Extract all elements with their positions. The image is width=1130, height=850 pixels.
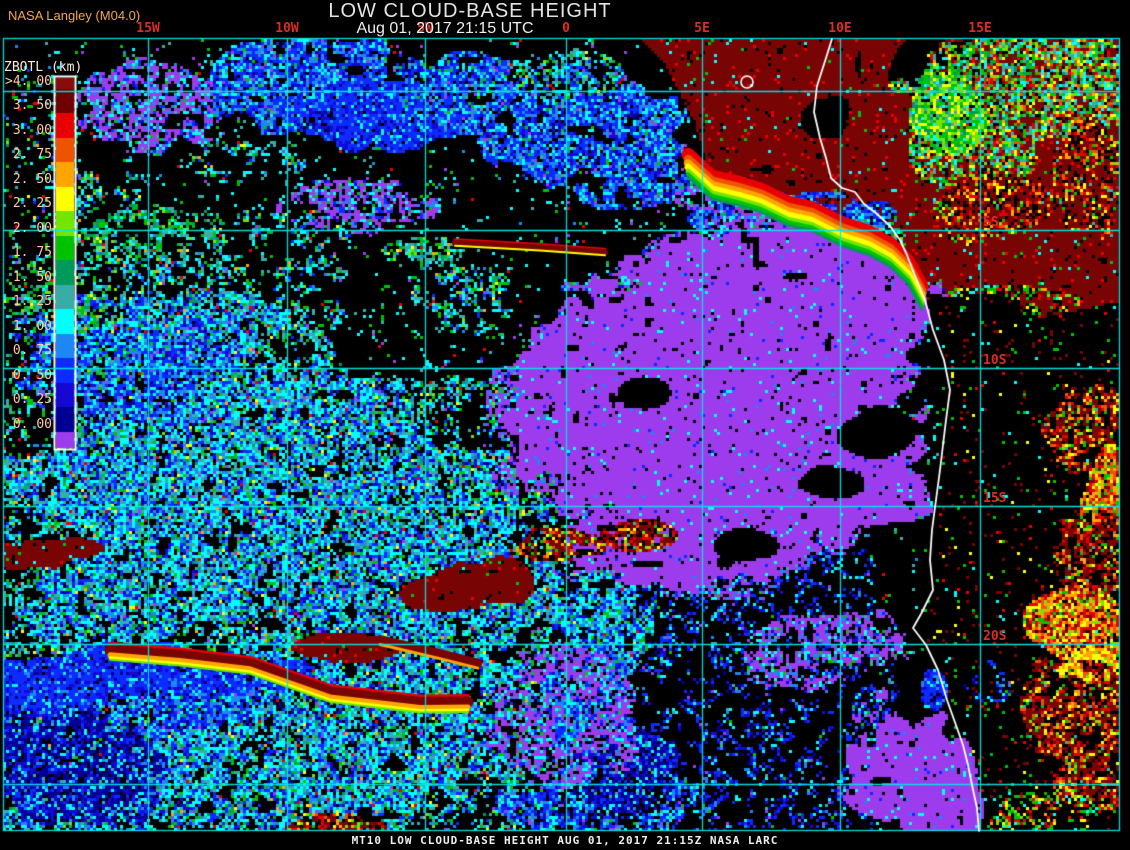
legend-value-label: 0. 25 <box>12 392 52 407</box>
legend-value-label: 1. 50 <box>12 270 52 285</box>
legend-value-label: 2. 50 <box>12 172 52 187</box>
lon-label-10E: 10E <box>828 21 852 36</box>
legend-value-label: 1. 00 <box>12 319 52 334</box>
legend-value-label: 3. 00 <box>12 123 52 138</box>
legend-value-label: 0. 75 <box>12 343 52 358</box>
legend-value-label: >4. 00 <box>5 74 52 89</box>
nasa-langley-credit: NASA Langley (M04.0) <box>8 8 141 23</box>
lat-label-15S: 15S <box>983 491 1007 506</box>
lon-label-5E: 5E <box>694 21 710 36</box>
lon-label-15W: 15W <box>136 21 160 36</box>
lon-label-15E: 15E <box>968 21 992 36</box>
legend-value-label: 0. 00 <box>12 417 52 432</box>
legend-value-label: 2. 00 <box>12 221 52 236</box>
product-title: LOW CLOUD-BASE HEIGHT <box>328 0 612 22</box>
footer-caption: MT10 LOW CLOUD-BASE HEIGHT AUG 01, 2017 … <box>351 834 779 847</box>
lon-label-0: 0 <box>562 21 570 36</box>
lat-label-10S: 10S <box>983 353 1007 368</box>
lon-label-5W: 5W <box>417 21 433 36</box>
product-timestamp: Aug 01, 2017 21:15 UTC <box>356 20 534 37</box>
lon-label-10W: 10W <box>275 21 299 36</box>
legend-value-label: 3. 50 <box>12 98 52 113</box>
legend-value-label: 2. 75 <box>12 147 52 162</box>
lat-label-5S: 5S <box>983 215 999 230</box>
legend-value-label: 1. 25 <box>12 294 52 309</box>
legend-value-label: 2. 25 <box>12 196 52 211</box>
legend-title: ZBOTL (km) <box>4 60 83 75</box>
legend-value-label: 1. 75 <box>12 245 52 260</box>
legend-value-label: 0. 50 <box>12 368 52 383</box>
lat-label-20S: 20S <box>983 629 1007 644</box>
lat-label-0: 0 <box>983 76 991 91</box>
